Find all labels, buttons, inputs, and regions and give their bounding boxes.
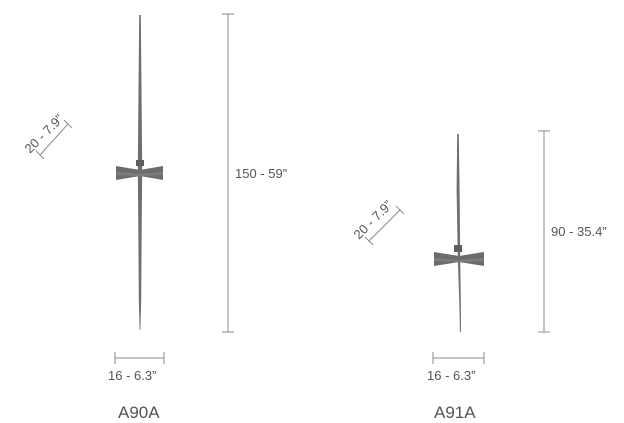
lamp-a91a-collar [454,245,462,252]
lamp-a90a-collar [136,160,144,166]
a90a-width-dimension [114,352,165,364]
a91a-height-label: 90 - 35.4” [551,224,607,239]
a91a-height-dimension [538,130,550,333]
a91a-width-dimension [432,352,485,364]
a91a-diagonal-dimension [364,205,405,246]
a91a-model-name: A91A [434,403,476,422]
lamp-a91a [434,134,484,332]
lamp-a90a-shade [116,166,163,180]
a91a-diagonal-label: 20 - 7.9” [351,197,396,242]
lamp-a91a-rod [456,134,461,332]
a91a-width-label: 16 - 6.3” [427,368,475,383]
a90a-diagonal-dimension [35,119,73,160]
lamp-a91a-shade [434,252,484,266]
a90a-height-dimension [222,13,234,333]
lamp-a90a [116,15,163,330]
a90a-model-name: A90A [118,403,160,422]
a90a-height-label: 150 - 59” [235,166,287,181]
a90a-width-label: 16 - 6.3” [108,368,156,383]
